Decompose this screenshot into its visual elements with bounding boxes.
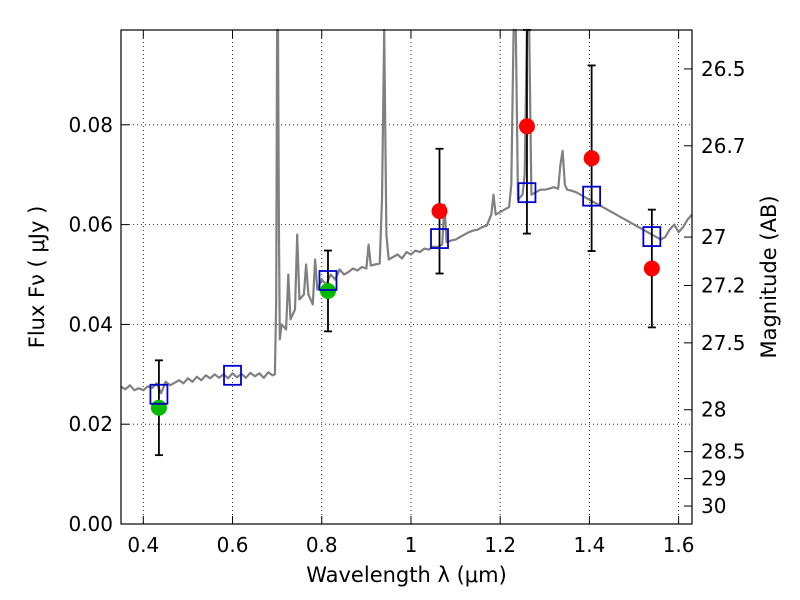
model-square	[517, 182, 537, 204]
axis-ticks: 0.4 0.6 0.8 1 1.2 1.4 1.6 0.00 0.02 0.04 0.06 0.08 2…	[68, 30, 746, 557]
right-tick-label: 27	[701, 225, 726, 249]
y-tick-label: 0.04	[68, 312, 113, 336]
y-tick-label: 0.02	[68, 412, 113, 436]
right-tick-label: 26.5	[701, 57, 746, 81]
data-point	[150, 399, 167, 416]
x-tick-label: 1	[405, 533, 418, 557]
data-point	[518, 118, 535, 135]
model-square	[642, 226, 662, 247]
data-point	[643, 260, 660, 277]
model-square	[149, 383, 169, 405]
y-tick-label: 0.00	[68, 512, 113, 536]
x-axis-label: Wavelength λ (μm)	[306, 563, 507, 587]
right-tick-label: 28.5	[701, 440, 746, 464]
data-point	[431, 203, 448, 220]
model-square	[582, 185, 602, 207]
y-axis-label: Flux Fν ( μJy )	[25, 206, 49, 349]
y-tick-label: 0.08	[68, 113, 113, 137]
plot-frame	[120, 29, 693, 525]
x-tick-label: 0.4	[127, 533, 159, 557]
right-tick-label: 27.5	[701, 331, 746, 355]
y-tick-label: 0.06	[68, 213, 113, 237]
right-tick-label: 30	[701, 494, 726, 518]
model-square	[430, 228, 449, 249]
x-tick-label: 1.2	[484, 533, 516, 557]
x-tick-label: 1.4	[573, 533, 605, 557]
right-tick-label: 26.7	[701, 134, 746, 158]
model-spectrum-line	[120, 28, 693, 395]
model-spectrum	[120, 28, 693, 395]
x-tick-label: 0.6	[217, 533, 249, 557]
x-tick-label: 0.8	[306, 533, 338, 557]
model-square	[223, 364, 242, 386]
right-axis-label: Magnitude (AB)	[757, 195, 781, 358]
right-tick-label: 29	[701, 467, 726, 491]
data-point	[583, 150, 600, 167]
grid	[121, 30, 692, 525]
model-photometry	[149, 182, 662, 405]
data-point	[319, 282, 336, 299]
data-points	[150, 29, 660, 457]
right-tick-label: 27.2	[701, 273, 746, 297]
model-square	[318, 270, 338, 291]
x-tick-label: 1.6	[663, 533, 695, 557]
right-tick-label: 28	[701, 398, 726, 422]
